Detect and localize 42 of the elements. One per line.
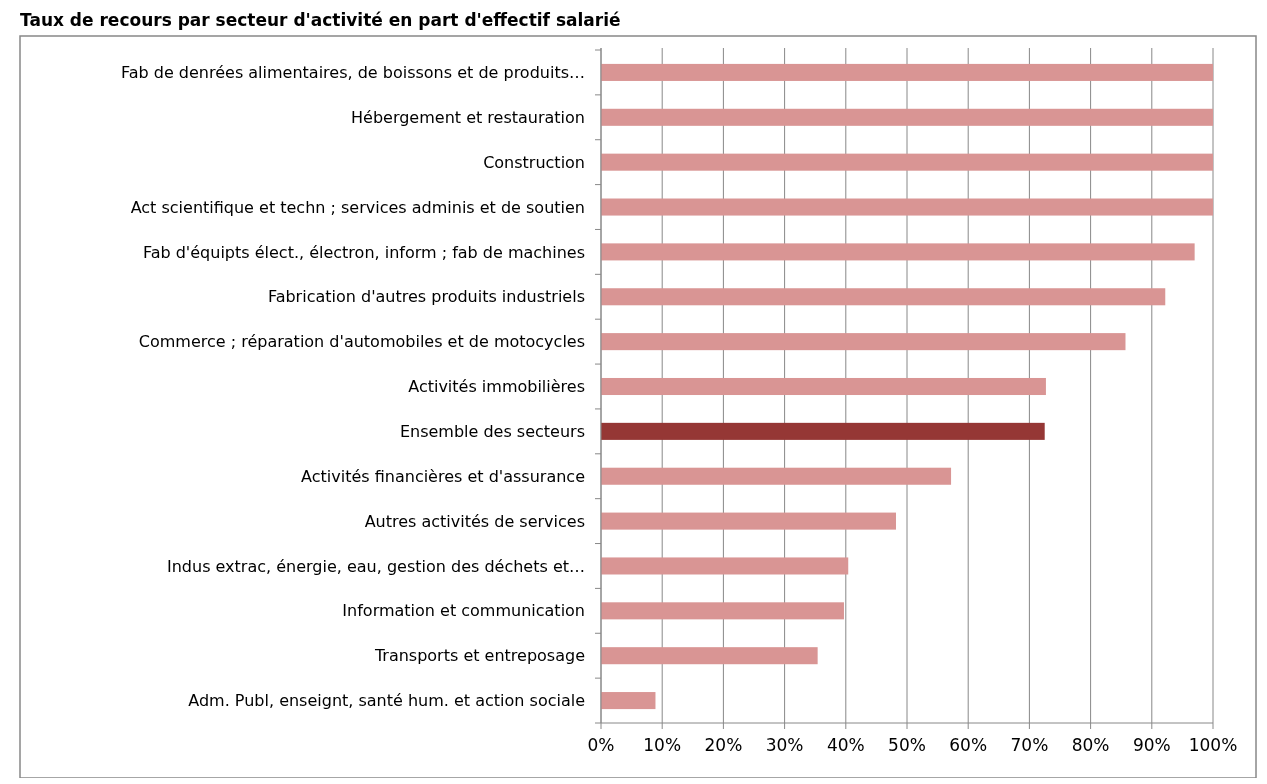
text: Taux de recours par secteur d'activité en part d'effectif salarié [20, 10, 621, 30]
y-tick-label: Construction [483, 152, 585, 172]
bar [601, 243, 1195, 261]
y-tick-label: Fabrication d'autres produits industriels [267, 287, 585, 307]
x-tick-label: 80% [1071, 735, 1110, 755]
bar [601, 63, 1213, 81]
bar [601, 692, 656, 710]
x-tick-label: 40% [826, 735, 865, 755]
y-tick-label: Indus extrac, énergie, eau, gestion des déchets et… [166, 556, 585, 576]
y-tick-label: Information et communication [342, 601, 585, 621]
bar [601, 557, 849, 575]
y-tick-label: Ensemble des secteurs [399, 421, 585, 441]
y-tick-label: Act scientifique et techn ; services adminis et de soutien [130, 197, 585, 217]
y-tick-label: Activités immobilières [408, 377, 585, 397]
bar [601, 647, 818, 665]
bar [601, 512, 896, 530]
y-tick-label: Commerce ; réparation d'automobiles et de motocycles [138, 332, 585, 352]
bar [601, 108, 1213, 126]
x-tick-label: 70% [1010, 735, 1049, 755]
bar [601, 333, 1126, 351]
x-tick-label: 90% [1132, 735, 1171, 755]
y-tick-label: Activités financières et d'assurance [301, 466, 585, 486]
bar [601, 467, 952, 485]
y-tick-label: Fab de denrées alimentaires, de boissons et de produits… [120, 63, 585, 83]
bar [601, 422, 1045, 440]
x-tick-label: 60% [949, 735, 988, 755]
x-tick-label: 0% [587, 735, 615, 755]
y-tick-label: Fab d'équipts élect., électron, inform ; fab de machines [142, 242, 585, 262]
x-tick-label: 10% [643, 735, 682, 755]
x-tick-label: 50% [888, 735, 926, 755]
x-tick-label: 30% [765, 735, 804, 755]
bar [601, 288, 1166, 306]
y-tick-label: Adm. Publ, enseignt, santé hum. et action sociale [188, 691, 585, 711]
bar [601, 602, 844, 620]
bar [601, 198, 1213, 216]
x-tick-label: 20% [704, 735, 743, 755]
bar [601, 153, 1213, 171]
y-tick-label: Transports et entreposage [373, 646, 585, 666]
y-tick-label: Autres activités de services [364, 511, 585, 531]
y-tick-label: Hébergement et restauration [351, 107, 585, 127]
x-tick-label: 100% [1188, 735, 1238, 755]
bar [601, 377, 1046, 396]
